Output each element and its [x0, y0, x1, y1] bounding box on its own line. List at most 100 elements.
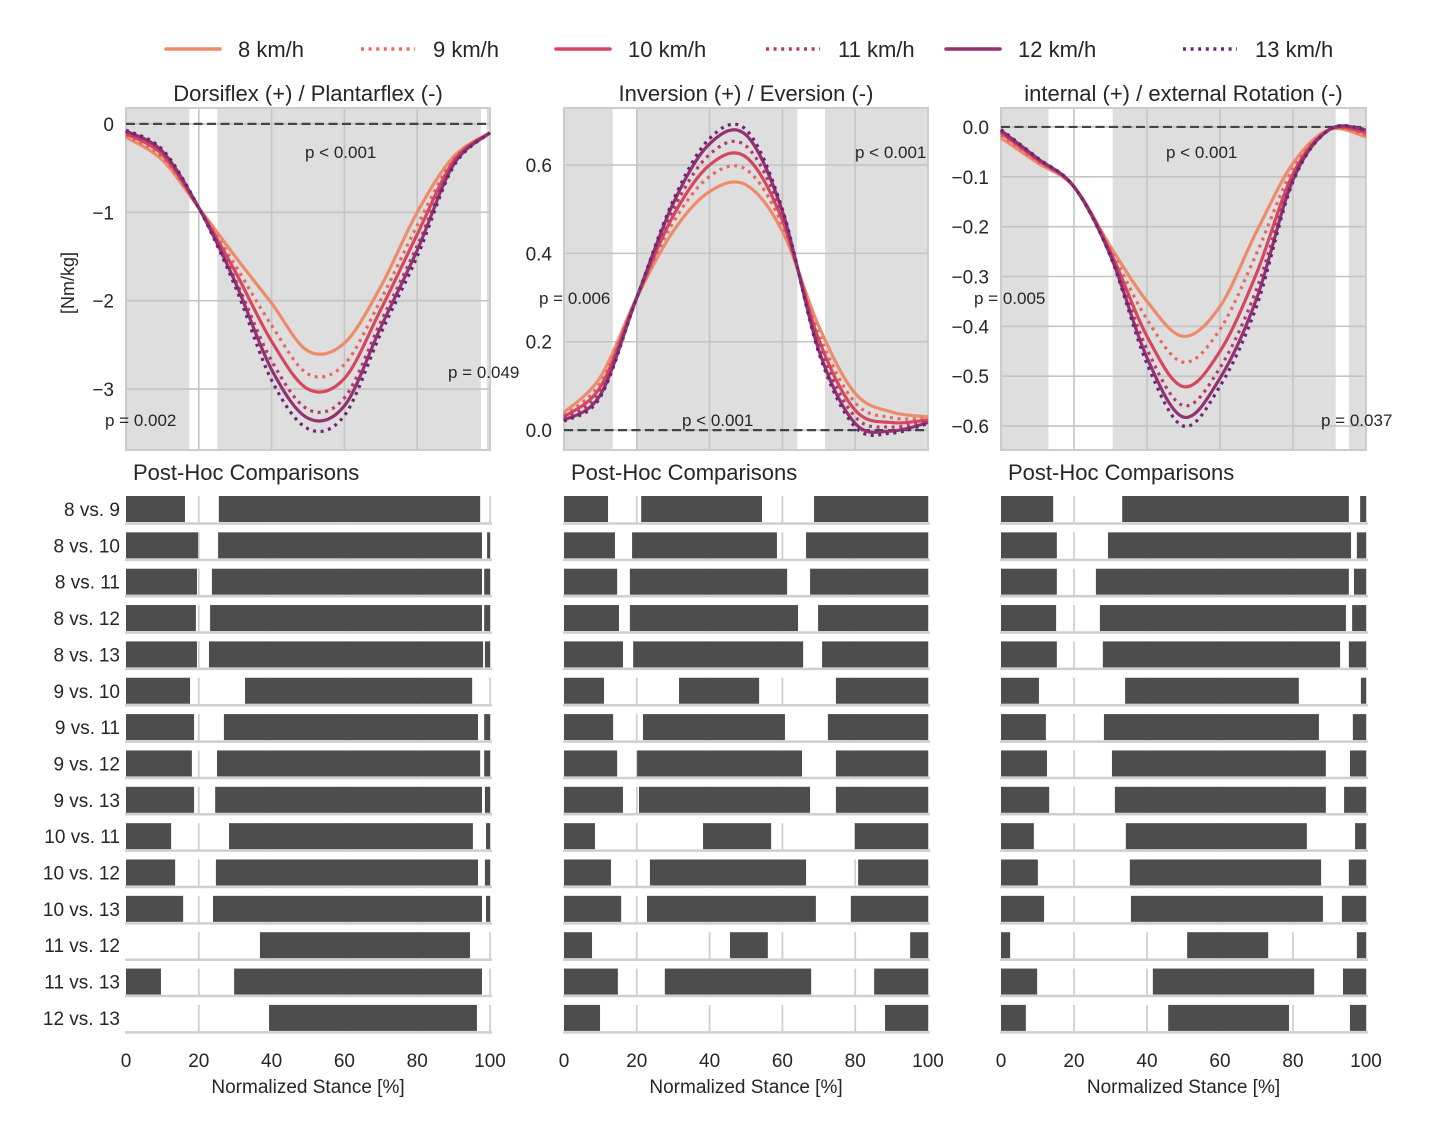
- significant-interval-bar: [215, 786, 482, 813]
- comparison-row: [1000, 568, 1368, 598]
- significant-interval-bar: [126, 496, 185, 522]
- comparison-label: 8 vs. 11: [55, 573, 120, 594]
- significant-interval-bar: [126, 823, 172, 850]
- x-tick-label: 20: [626, 1051, 647, 1072]
- significant-interval-bar: [1001, 532, 1057, 559]
- p-value-annotation: p = 0.049: [448, 363, 519, 382]
- legend-item: 11 km/h: [766, 37, 915, 62]
- comparison-row: 12 vs. 13: [43, 1004, 492, 1034]
- comparison-row: [1000, 823, 1368, 852]
- significant-region: [486, 108, 490, 450]
- x-axis-label: Normalized Stance [%]: [649, 1077, 842, 1098]
- legend-label: 12 km/h: [1018, 37, 1096, 62]
- significant-interval-bar: [854, 823, 928, 850]
- significant-interval-bar: [564, 641, 623, 668]
- significant-interval-bar: [1349, 1004, 1366, 1031]
- comparison-row: 10 vs. 12: [43, 859, 492, 889]
- posthoc-chart-2: Post-Hoc Comparisons 0 20 40 60 80 100 Normaliz…: [559, 460, 944, 1098]
- comparison-row: [1000, 895, 1368, 925]
- y-tick-label: 0.6: [526, 156, 552, 177]
- significant-interval-bar: [1360, 496, 1366, 522]
- series-line-13-km-h: [1000, 124, 1367, 428]
- posthoc-title: Post-Hoc Comparisons: [133, 460, 359, 485]
- significant-interval-bar: [1099, 605, 1346, 632]
- comparison-row: [1000, 786, 1368, 816]
- comparison-row: [1000, 714, 1368, 743]
- comparison-label: 10 vs. 13: [43, 900, 120, 921]
- comparison-label: 11 vs. 12: [44, 936, 120, 957]
- significant-interval-bar: [126, 750, 192, 777]
- comparison-row: [563, 823, 930, 852]
- p-value-annotation: p = 0.002: [105, 411, 176, 430]
- significant-interval-bar: [1103, 714, 1319, 741]
- significant-interval-bar: [1122, 496, 1349, 522]
- significant-interval-bar: [1001, 823, 1034, 850]
- legend-label: 13 km/h: [1255, 37, 1333, 62]
- significant-interval-bar: [1355, 823, 1366, 850]
- significant-interval-bar: [259, 932, 470, 959]
- significant-interval-bar: [1095, 568, 1349, 595]
- significant-interval-bar: [1111, 750, 1326, 777]
- comparison-row: [563, 750, 930, 780]
- significant-interval-bar: [633, 641, 804, 668]
- p-value-annotation: p < 0.001: [855, 143, 926, 162]
- significant-interval-bar: [212, 895, 482, 922]
- comparison-row: [1000, 968, 1368, 998]
- x-tick-label: 100: [912, 1051, 944, 1072]
- significant-interval-bar: [564, 677, 605, 704]
- significant-interval-bar: [638, 786, 811, 813]
- comparison-row: 8 vs. 12: [53, 605, 492, 634]
- significant-interval-bar: [637, 750, 803, 777]
- x-tick-label: 80: [845, 1051, 866, 1072]
- significant-interval-bar: [1001, 605, 1057, 632]
- significant-interval-bar: [679, 677, 760, 704]
- significant-interval-bar: [629, 605, 799, 632]
- p-value-annotation: p < 0.001: [1166, 143, 1237, 162]
- significant-interval-bar: [1001, 968, 1038, 995]
- y-tick-label: −1: [92, 203, 114, 224]
- posthoc-title: Post-Hoc Comparisons: [1008, 460, 1234, 485]
- comparison-label: 8 vs. 12: [53, 609, 120, 630]
- significant-interval-bar: [1348, 641, 1366, 668]
- significant-interval-bar: [218, 496, 481, 522]
- plot-frame: [563, 107, 929, 451]
- comparison-row: [563, 496, 930, 525]
- comparison-label: 8 vs. 13: [53, 645, 120, 666]
- significant-interval-bar: [217, 750, 481, 777]
- significant-interval-bar: [564, 750, 618, 777]
- y-tick-label: −0.3: [951, 268, 989, 289]
- comparison-row: [1000, 932, 1368, 961]
- significant-interval-bar: [484, 641, 490, 668]
- x-axis-label: Normalized Stance [%]: [1087, 1077, 1280, 1098]
- significant-interval-bar: [806, 532, 928, 559]
- significant-interval-bar: [126, 895, 184, 922]
- significant-interval-bar: [1360, 677, 1366, 704]
- significant-interval-bar: [664, 968, 812, 995]
- line-chart-1: 0 −1 −2 −3 p < 0.001 p = 0.002 p = 0.049 Dorsif…: [58, 81, 519, 451]
- significant-interval-bar: [126, 859, 176, 886]
- significant-interval-bar: [485, 895, 490, 922]
- significant-interval-bar: [874, 968, 928, 995]
- x-tick-label: 40: [699, 1051, 720, 1072]
- comparison-row: [1000, 532, 1368, 562]
- significant-interval-bar: [1125, 823, 1307, 850]
- panels: 0 −1 −2 −3 p < 0.001 p = 0.002 p = 0.049 Dorsif…: [43, 81, 1392, 1098]
- comparison-label: 8 vs. 9: [64, 500, 120, 521]
- comparison-row: [563, 968, 930, 998]
- legend-item: 13 km/h: [1183, 37, 1333, 62]
- significant-interval-bar: [818, 605, 928, 632]
- p-value-annotation: p = 0.005: [974, 289, 1045, 308]
- significant-interval-bar: [1102, 641, 1341, 668]
- significant-interval-bar: [484, 605, 490, 632]
- p-value-annotation: p = 0.037: [1321, 411, 1392, 430]
- significant-interval-bar: [126, 605, 196, 632]
- comparison-row: 11 vs. 12: [44, 932, 492, 961]
- comparison-row: [563, 895, 930, 925]
- significant-interval-bar: [1001, 677, 1039, 704]
- significant-interval-bar: [649, 859, 807, 886]
- significant-interval-bar: [1001, 641, 1057, 668]
- comparison-row: [563, 1004, 930, 1034]
- significant-interval-bar: [850, 895, 928, 922]
- legend-label: 11 km/h: [838, 37, 915, 62]
